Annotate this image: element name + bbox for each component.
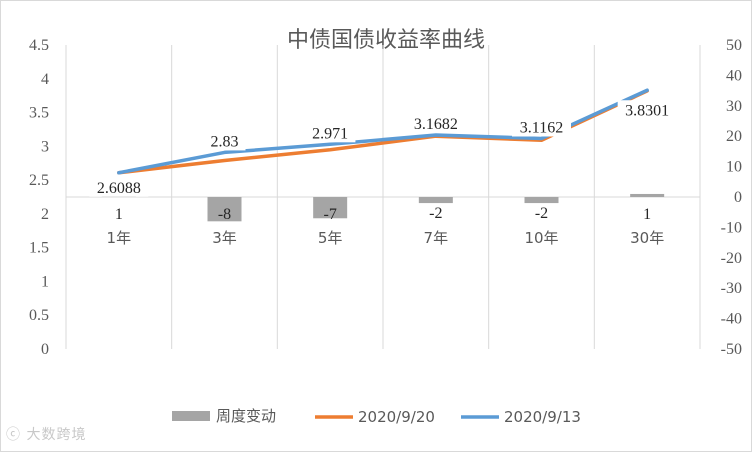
- watermark-text: 大数跨境: [26, 427, 87, 443]
- right-axis: -50 -40 -30 -20 -10 0 10 20 30 40 50: [721, 37, 742, 358]
- bar-data-label: -2: [535, 205, 548, 222]
- line-label-backdrop: [617, 100, 677, 120]
- category-label: 10年: [524, 229, 558, 247]
- left-tick-label: 3: [41, 138, 49, 155]
- left-axis: 0 0.5 1 1.5 2 2.5 3 3.5 4 4.5: [29, 37, 49, 358]
- line-data-label: 2.6088: [97, 180, 141, 197]
- category-label: 1年: [107, 229, 132, 247]
- line-data-label: 2.83: [211, 133, 239, 150]
- weekly-change-bar: [630, 193, 665, 197]
- legend-swatch-weekly-change: [172, 411, 210, 421]
- left-tick-label: 0.5: [29, 307, 49, 324]
- legend: 周度变动 2020/9/20 2020/9/13: [172, 407, 581, 426]
- line-data-label: 3.1682: [414, 116, 458, 133]
- category-label: 30年: [630, 229, 664, 247]
- data-labels: 1 -8 -7 -2 -2 1 2.6088 2.83 2.971 3.1682 3.1162 3.8…: [89, 100, 677, 223]
- weekly-change-bar: [313, 197, 348, 219]
- right-tick-label: 40: [726, 67, 742, 84]
- category-label: 3年: [212, 229, 237, 247]
- right-tick-label: -10: [721, 219, 742, 236]
- left-tick-label: 1: [41, 273, 49, 290]
- bar-data-label: 1: [115, 206, 123, 223]
- left-tick-label: 4: [41, 71, 49, 88]
- weekly-change-bar: [524, 197, 559, 204]
- right-tick-label: -40: [721, 311, 742, 328]
- chart-title: 中债国债收益率曲线: [287, 28, 485, 53]
- watermark-logo: ⓒ 大数跨境: [6, 424, 86, 444]
- right-tick-label: -20: [721, 250, 742, 267]
- line-label-backdrop: [203, 131, 246, 151]
- legend-label-2020-9-13: 2020/9/13: [504, 408, 581, 426]
- bar-data-label: -8: [218, 206, 231, 223]
- left-tick-label: 3.5: [29, 105, 49, 122]
- legend-label-weekly-change: 周度变动: [216, 407, 276, 425]
- line-label-backdrop: [512, 117, 571, 137]
- category-label: 5年: [318, 229, 343, 247]
- left-tick-label: 1.5: [29, 240, 49, 257]
- right-tick-label: 50: [726, 37, 742, 54]
- right-tick-label: -50: [721, 341, 742, 358]
- line-data-label: 2.971: [312, 125, 348, 142]
- bar-data-label: 1: [643, 206, 651, 223]
- bar-data-label: -2: [429, 205, 442, 222]
- right-tick-label: 10: [726, 159, 742, 176]
- right-tick-label: 30: [726, 98, 742, 115]
- category-axis: 1年 3年 5年 7年 10年 30年: [107, 229, 665, 247]
- line-data-label: 3.8301: [625, 102, 669, 119]
- line-label-backdrop: [304, 123, 356, 143]
- grid: [65, 45, 701, 349]
- line-data-label: 3.1162: [520, 119, 563, 136]
- watermark-icon: ⓒ: [6, 427, 21, 443]
- right-tick-label: 20: [726, 128, 742, 145]
- weekly-change-bar: [207, 197, 242, 222]
- legend-label-2020-9-20: 2020/9/20: [358, 408, 435, 426]
- line-label-backdrop: [89, 177, 149, 197]
- category-label: 7年: [424, 229, 449, 247]
- right-tick-label: 0: [734, 189, 742, 206]
- right-tick-label: -30: [721, 280, 742, 297]
- left-tick-label: 4.5: [29, 37, 49, 54]
- line-label-backdrop: [406, 113, 466, 133]
- left-tick-label: 2.5: [29, 172, 49, 189]
- left-tick-label: 2: [41, 206, 49, 223]
- left-tick-label: 0: [41, 341, 49, 358]
- bar-data-label: -7: [324, 206, 337, 223]
- weekly-change-bar: [418, 197, 453, 204]
